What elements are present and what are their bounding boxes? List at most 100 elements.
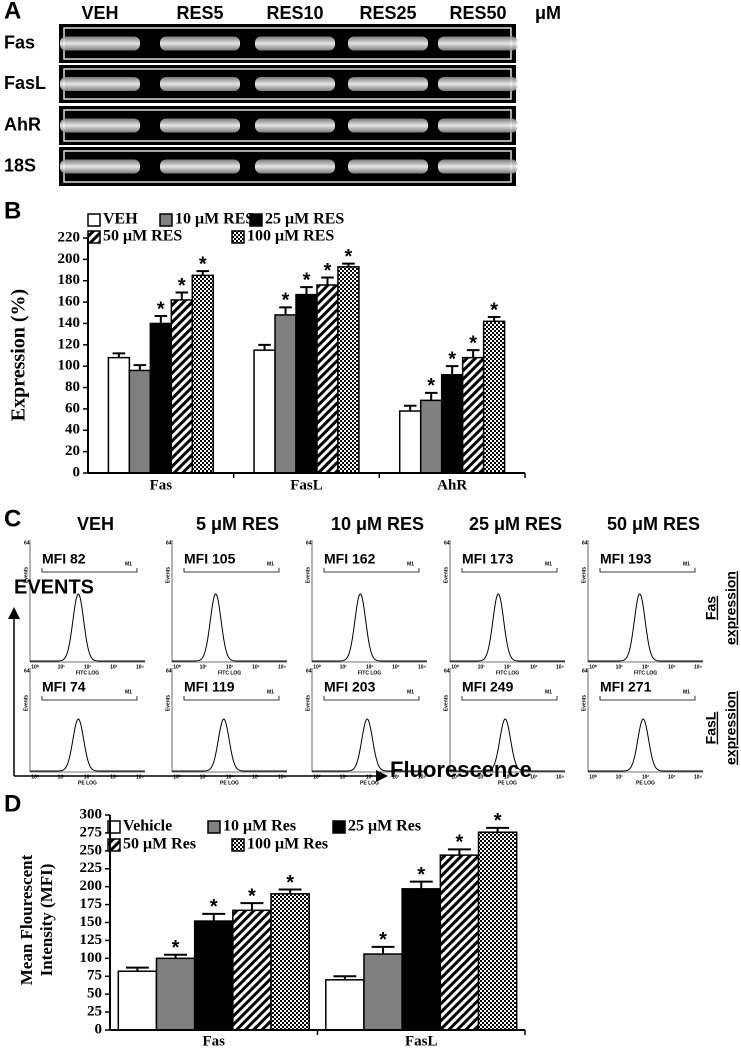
plot-x-tick: 10⁰ [313,774,321,780]
gel-band [160,77,240,91]
significance-mark: * [178,275,186,297]
mfi-label: MFI 74 [42,679,86,695]
error-bar [175,291,189,300]
plot-x-tick: 10⁰ [173,774,181,780]
gel-band [438,118,518,133]
legend-label: 100 μM Res [247,836,328,853]
gel-band [60,118,140,133]
plot-y-label: Events [23,567,29,584]
plot-x-tick: 10¹ [200,664,208,670]
mfi-label: MFI 271 [600,679,652,695]
plot-y-label: Events [305,567,311,584]
error-bar [333,975,357,980]
y-tick-label: 275 [80,824,103,840]
plot-x-tick: 10³ [252,664,260,670]
y-tick-label: 20 [65,443,80,459]
row-label: Fas [4,32,35,52]
error-bar [278,888,302,894]
bar [274,314,297,474]
plot-x-tick: 10³ [530,664,538,670]
y-tick-label: 300 [80,806,103,822]
mfi-label: MFI 105 [184,551,236,567]
plot-x-tick: 10³ [530,774,538,780]
mfi-label: MFI 203 [324,679,376,695]
significance-mark: * [448,348,456,370]
gel-band [348,77,428,91]
y-tick-label: 100 [58,358,81,374]
panel-label: B [4,197,21,224]
bar [477,831,518,1031]
plot-x-tick: 10⁴ [278,774,287,780]
plot-x-tick: 10⁴ [136,774,145,780]
plot-x-tick: 10⁰ [589,664,597,670]
error-bar [403,404,417,412]
error-bar [125,966,149,972]
error-bar [154,314,168,324]
gate-marker: M1 [267,689,274,695]
plot-x-tick: 10² [504,774,512,780]
plot-y-label: Events [581,695,587,712]
plot-x-label: FITC LOG [634,670,657,676]
plot-x-tick: 10⁴ [278,664,287,670]
gate-marker: M1 [545,689,552,695]
legend-label: 100 μM RES [247,228,334,245]
plot-x-label: FITC LOG [496,670,519,676]
plot-y-max: 64 [166,540,172,546]
y-tick-label: 40 [65,422,80,438]
bar [440,373,464,474]
panel-label: C [4,505,21,532]
legend-label: 25 μM Res [348,818,421,835]
histogram [29,718,146,772]
bar [337,266,360,474]
bar [439,854,480,1031]
plot-x-tick: 10² [226,664,234,670]
gel-band [438,36,518,51]
plot-x-tick: 10³ [252,774,260,780]
gate-marker: M1 [407,689,414,695]
plot-x-tick: 10³ [110,774,118,780]
gel-band [255,36,335,51]
error-bar [424,391,438,401]
plot-y-label: Events [443,695,449,712]
legend-label: 25 μM RES [265,211,344,228]
error-bar [133,364,147,371]
legend-swatch [231,230,245,244]
y-tick-label: 120 [58,336,81,352]
histogram [449,718,566,772]
gate-bracket [461,568,558,573]
lane-label: RES5 [176,3,223,23]
gate-marker: M1 [407,561,414,567]
gel-band [160,159,240,174]
legend-swatch [87,230,101,244]
plot-x-label: PE LOG [636,780,655,786]
y-tick-label: 140 [58,315,81,331]
plot-x-tick: 10² [226,774,234,780]
plot-x-tick: 10⁴ [694,664,703,670]
plot-x-tick: 10⁰ [173,664,181,670]
error-bar [342,262,355,267]
gel-band [60,159,140,174]
y-tick-label: 250 [80,842,103,858]
bar [193,920,234,1031]
significance-mark: * [248,885,256,907]
error-bar [371,945,395,955]
y-tick-label: 150 [80,914,103,930]
bar [363,953,403,1031]
plot-x-tick: 10¹ [616,774,624,780]
bar [253,349,276,474]
plot-y-max: 64 [582,540,588,546]
panel-label: A [4,0,21,24]
legend-swatch [207,820,221,834]
column-label: 50 μM RES [607,514,700,534]
bar [270,893,310,1031]
error-bar [447,848,471,856]
error-bar [196,270,210,276]
unit-label: μM [535,3,561,23]
plot-y-label: Events [443,567,449,584]
column-label: 10 μM RES [331,514,424,534]
gate-marker: M1 [125,689,132,695]
plot-x-tick: 10³ [668,664,676,670]
y-tick-label: 0 [73,464,81,480]
